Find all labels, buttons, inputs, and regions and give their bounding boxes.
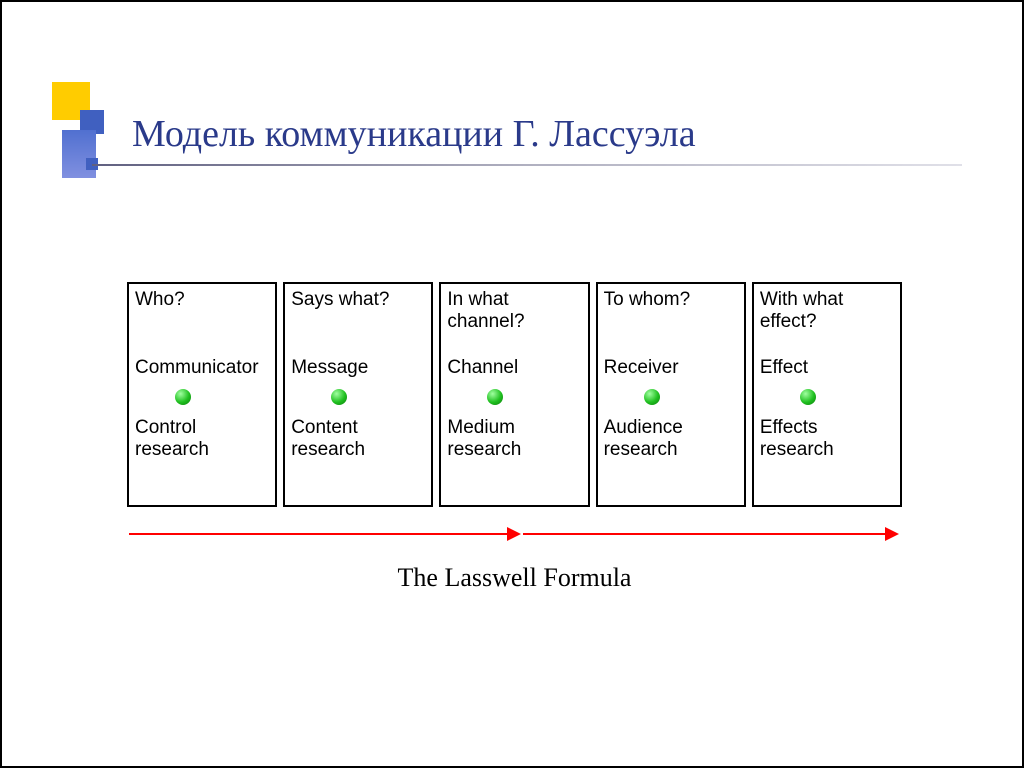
title-underline: [92, 164, 962, 166]
box-channel: In what channel? Channel Medium research: [439, 282, 589, 507]
box-role: Channel: [447, 357, 581, 379]
box-role: Communicator: [135, 357, 269, 379]
box-research: Audience research: [604, 417, 738, 461]
bullet-dot-icon: [331, 389, 347, 405]
arrow-head-icon: [507, 527, 521, 541]
box-question: In what channel?: [447, 289, 581, 339]
box-research: Content research: [291, 417, 425, 461]
box-question: With what effect?: [760, 289, 894, 339]
box-question: Who?: [135, 289, 269, 339]
diagram-caption: The Lasswell Formula: [127, 563, 902, 593]
lasswell-diagram: Who? Communicator Control research Says …: [127, 282, 902, 593]
flow-arrow: [127, 521, 902, 551]
box-to-whom: To whom? Receiver Audience research: [596, 282, 746, 507]
box-who: Who? Communicator Control research: [127, 282, 277, 507]
bullet-dot-icon: [487, 389, 503, 405]
corner-decoration: [32, 82, 122, 172]
arrow-segment: [129, 533, 511, 535]
bullet-dot-icon: [800, 389, 816, 405]
box-role: Effect: [760, 357, 894, 379]
box-says-what: Says what? Message Content research: [283, 282, 433, 507]
bullet-dot-icon: [175, 389, 191, 405]
box-research: Effects research: [760, 417, 894, 461]
box-row: Who? Communicator Control research Says …: [127, 282, 902, 507]
arrow-head-icon: [885, 527, 899, 541]
title-area: Модель коммуникации Г. Лассуэла: [132, 112, 962, 162]
box-effect: With what effect? Effect Effects researc…: [752, 282, 902, 507]
bullet-dot-icon: [644, 389, 660, 405]
box-question: To whom?: [604, 289, 738, 339]
box-role: Message: [291, 357, 425, 379]
box-research: Control research: [135, 417, 269, 461]
blue-square-large: [62, 130, 96, 178]
arrow-segment: [523, 533, 887, 535]
page-title: Модель коммуникации Г. Лассуэла: [132, 112, 962, 162]
box-research: Medium research: [447, 417, 581, 461]
box-role: Receiver: [604, 357, 738, 379]
box-question: Says what?: [291, 289, 425, 339]
